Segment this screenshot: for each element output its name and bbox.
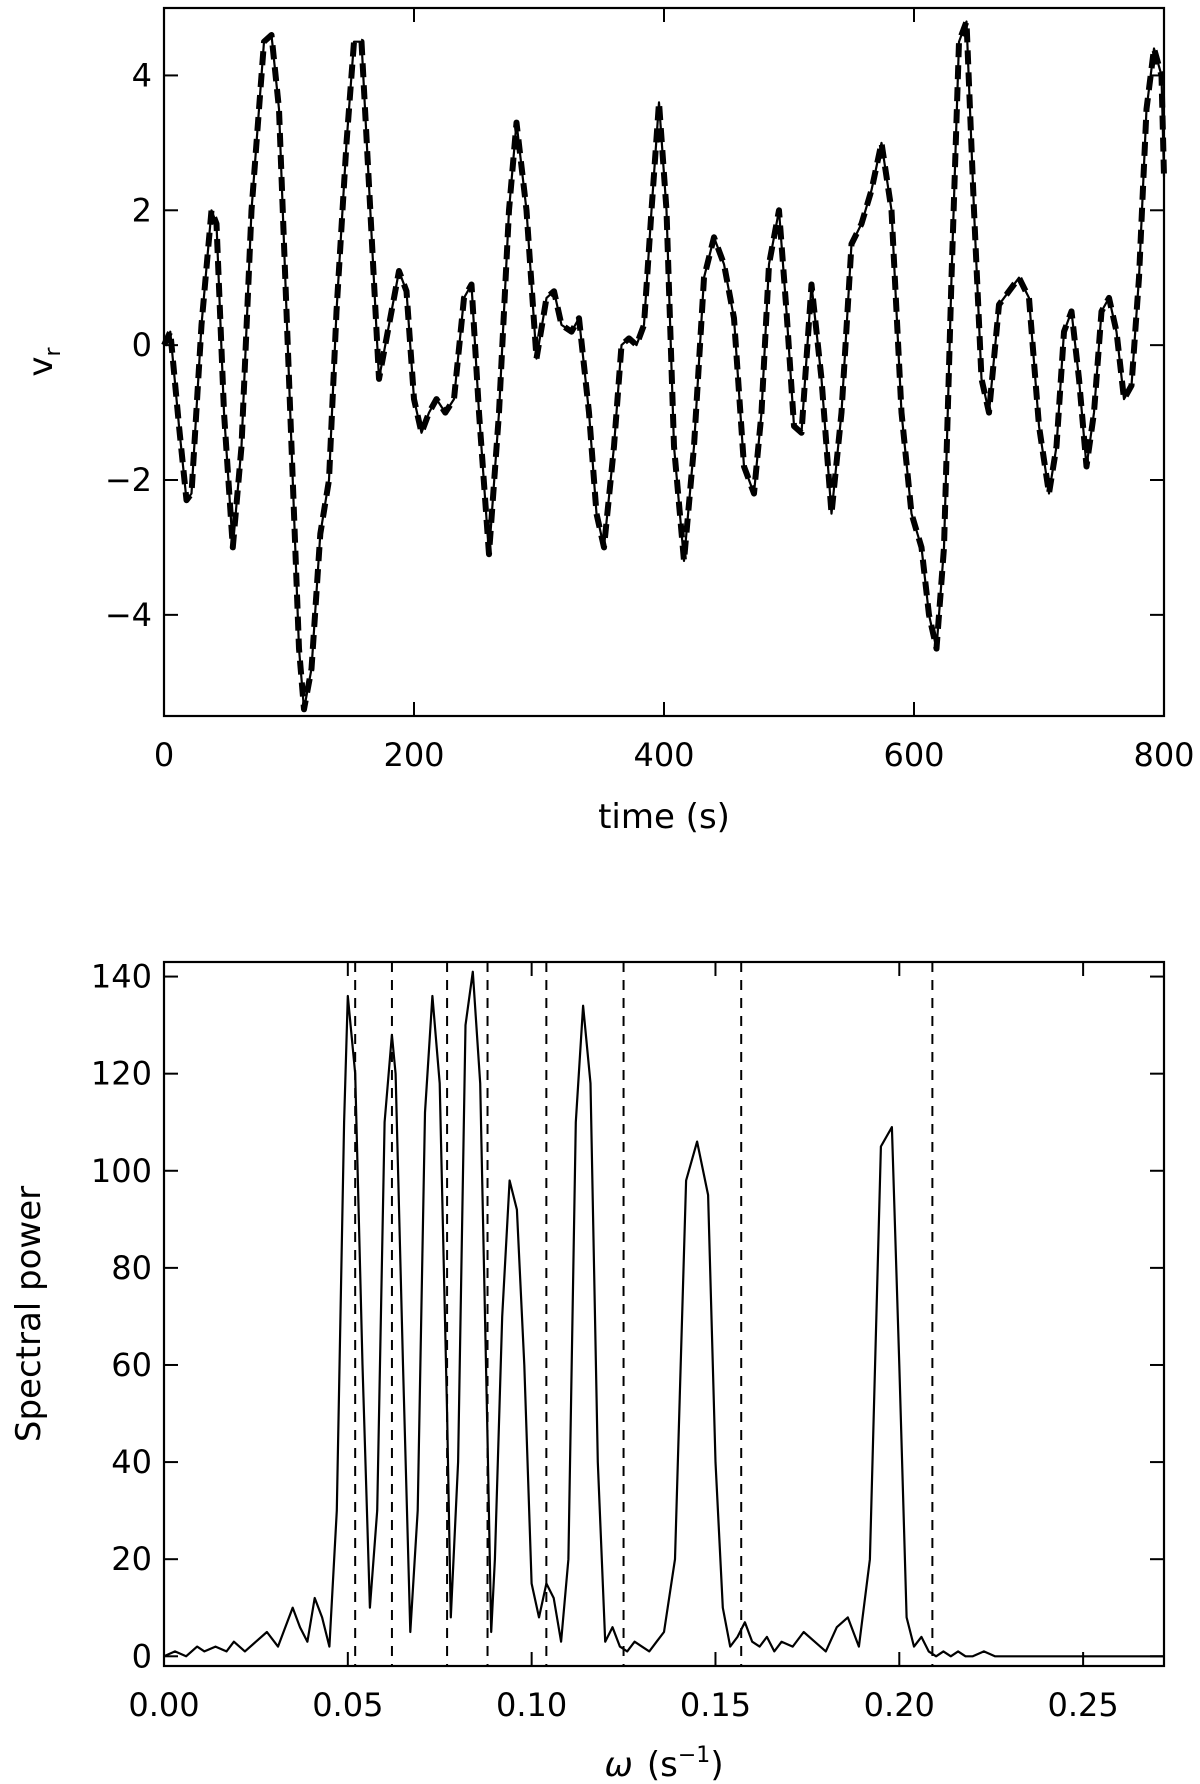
- bottom-ticks: 0.00 0.05 0.10 0.15 0.20 0.25 0 20 40 60 80 100 120 1…: [91, 958, 1164, 1724]
- x-axis-label-bottom: ω (s−1): [604, 1743, 723, 1784]
- x-tick-label: 200: [383, 736, 444, 774]
- omega-symbol: ω: [604, 1745, 632, 1784]
- x-tick-label: 600: [883, 736, 944, 774]
- x-tick-label: 0.05: [312, 1686, 383, 1724]
- y-tick-label: 4: [132, 56, 152, 94]
- x-tick-label: 0.10: [496, 1686, 567, 1724]
- x-axis-unit-open: (s: [647, 1745, 678, 1784]
- y-tick-label: 0: [132, 326, 152, 364]
- y-axis-label-bottom: Spectral power: [9, 1186, 49, 1442]
- y-tick-label: 100: [91, 1152, 152, 1190]
- x-axis-unit-close: ): [710, 1745, 723, 1784]
- series-line-solid: [163, 970, 1164, 1658]
- top-ticks: 0 200 400 600 800 −4 −2 0 2 4: [105, 8, 1195, 774]
- x-tick-label: 0.00: [128, 1686, 199, 1724]
- series-line-dashed: [161, 18, 1167, 713]
- y-tick-label: 2: [132, 191, 152, 229]
- y-tick-label: 120: [91, 1055, 152, 1093]
- plot-frame-top: [162, 6, 1166, 718]
- y-tick-label: −2: [105, 461, 152, 499]
- x-tick-label: 0.20: [864, 1686, 935, 1724]
- plot-frame-bottom: [162, 960, 1166, 1668]
- spectral-power-panel: 0.00 0.05 0.10 0.15 0.20 0.25 0 20 40 60 80 100 120 1…: [9, 958, 1166, 1784]
- x-tick-label: 0.15: [680, 1686, 751, 1724]
- y-tick-label: 0: [132, 1637, 152, 1675]
- y-tick-label: 140: [91, 958, 152, 996]
- y-tick-label: 40: [111, 1443, 152, 1481]
- y-tick-label: −4: [105, 596, 152, 634]
- y-axis-label-top: vr: [21, 346, 66, 376]
- x-tick-label: 0: [154, 736, 174, 774]
- y-axis-label-top-sub: r: [41, 346, 66, 356]
- bottom-vlines: [354, 962, 934, 1666]
- y-tick-label: 80: [111, 1249, 152, 1287]
- top-series: [161, 18, 1167, 713]
- x-axis-label-top: time (s): [598, 797, 730, 837]
- x-tick-label: 0.25: [1047, 1686, 1118, 1724]
- series-line-solid: [163, 20, 1166, 711]
- y-tick-label: 20: [111, 1540, 152, 1578]
- x-tick-label: 800: [1133, 736, 1194, 774]
- y-tick-label: 60: [111, 1346, 152, 1384]
- bottom-series: [163, 970, 1164, 1658]
- y-axis-label-top-main: v: [21, 356, 61, 376]
- x-axis-unit-sup: −1: [678, 1743, 710, 1768]
- x-tick-label: 400: [633, 736, 694, 774]
- velocity-time-series-panel: 0 200 400 600 800 −4 −2 0 2 4 time (s) vr: [21, 6, 1195, 837]
